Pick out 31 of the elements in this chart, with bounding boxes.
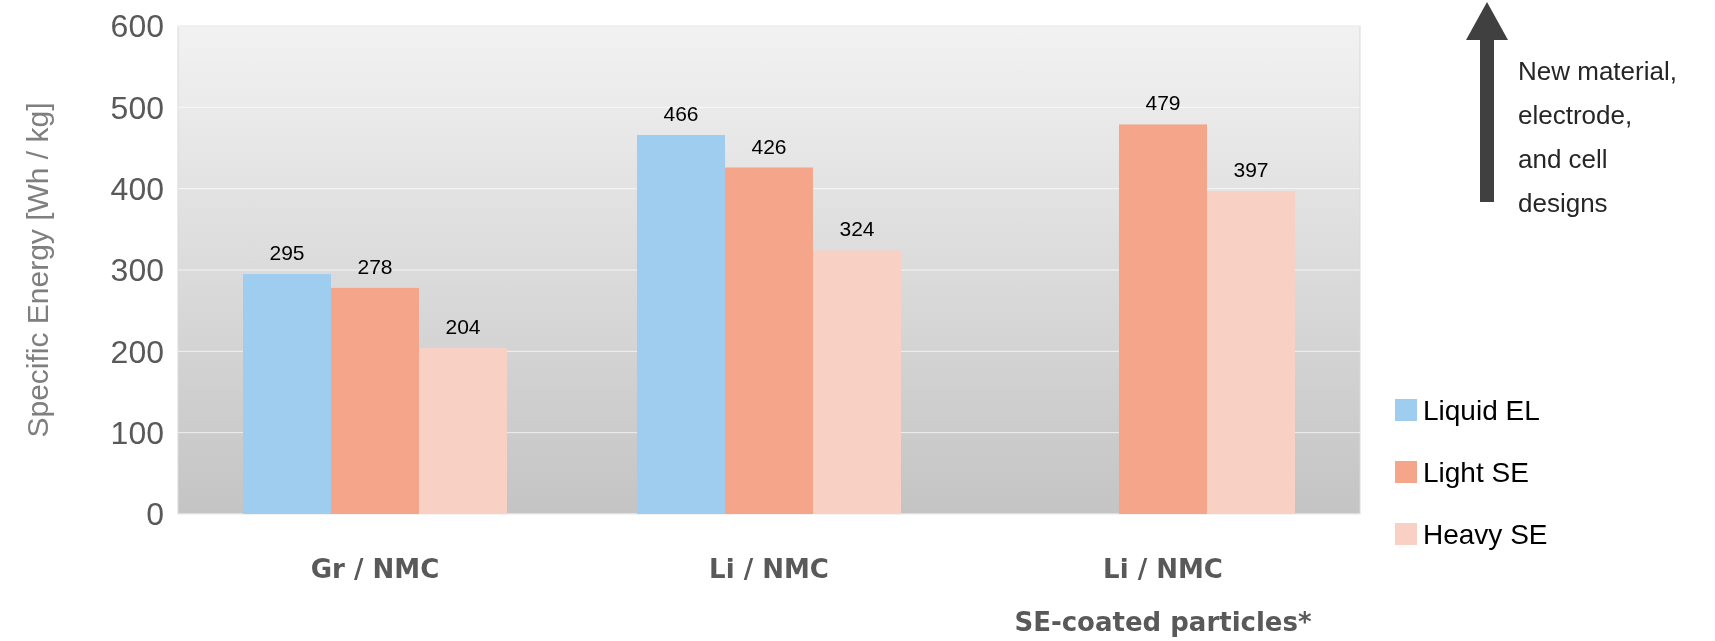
y-tick-label: 100	[110, 414, 164, 451]
bar	[813, 250, 901, 514]
legend-label: Liquid EL	[1423, 394, 1540, 426]
y-tick-label: 400	[110, 170, 164, 207]
x-tick-label: Gr / NMC	[310, 554, 440, 584]
bar	[637, 134, 725, 514]
data-label: 204	[445, 315, 481, 339]
y-tick-label: 600	[110, 8, 164, 45]
data-label: 397	[1233, 158, 1269, 182]
data-label: 324	[839, 217, 875, 241]
y-tick-label: 200	[110, 333, 164, 370]
y-tick-label: 300	[110, 252, 164, 289]
x-tick-label: Li / NMC SE-coated particles*	[1014, 554, 1312, 637]
y-axis-title: Specific Energy [Wh / kg]	[21, 102, 54, 438]
text: New material, electrode, and cell designs	[1518, 56, 1677, 218]
bar	[331, 287, 419, 514]
bar	[1119, 124, 1207, 514]
y-tick-label: 0	[146, 496, 164, 533]
data-label: 426	[751, 134, 787, 158]
data-label: 295	[269, 241, 305, 265]
legend-label: Heavy SE	[1423, 518, 1548, 550]
data-label: 278	[357, 254, 393, 278]
y-tick-label: 500	[110, 89, 164, 126]
data-label: 466	[663, 101, 699, 125]
bar	[419, 348, 507, 514]
bar	[243, 274, 331, 514]
bar	[1207, 191, 1295, 514]
legend-label: Light SE	[1423, 456, 1529, 488]
x-tick-label: Li / NMC	[709, 554, 829, 584]
bar	[725, 167, 813, 514]
data-label: 479	[1145, 91, 1181, 115]
